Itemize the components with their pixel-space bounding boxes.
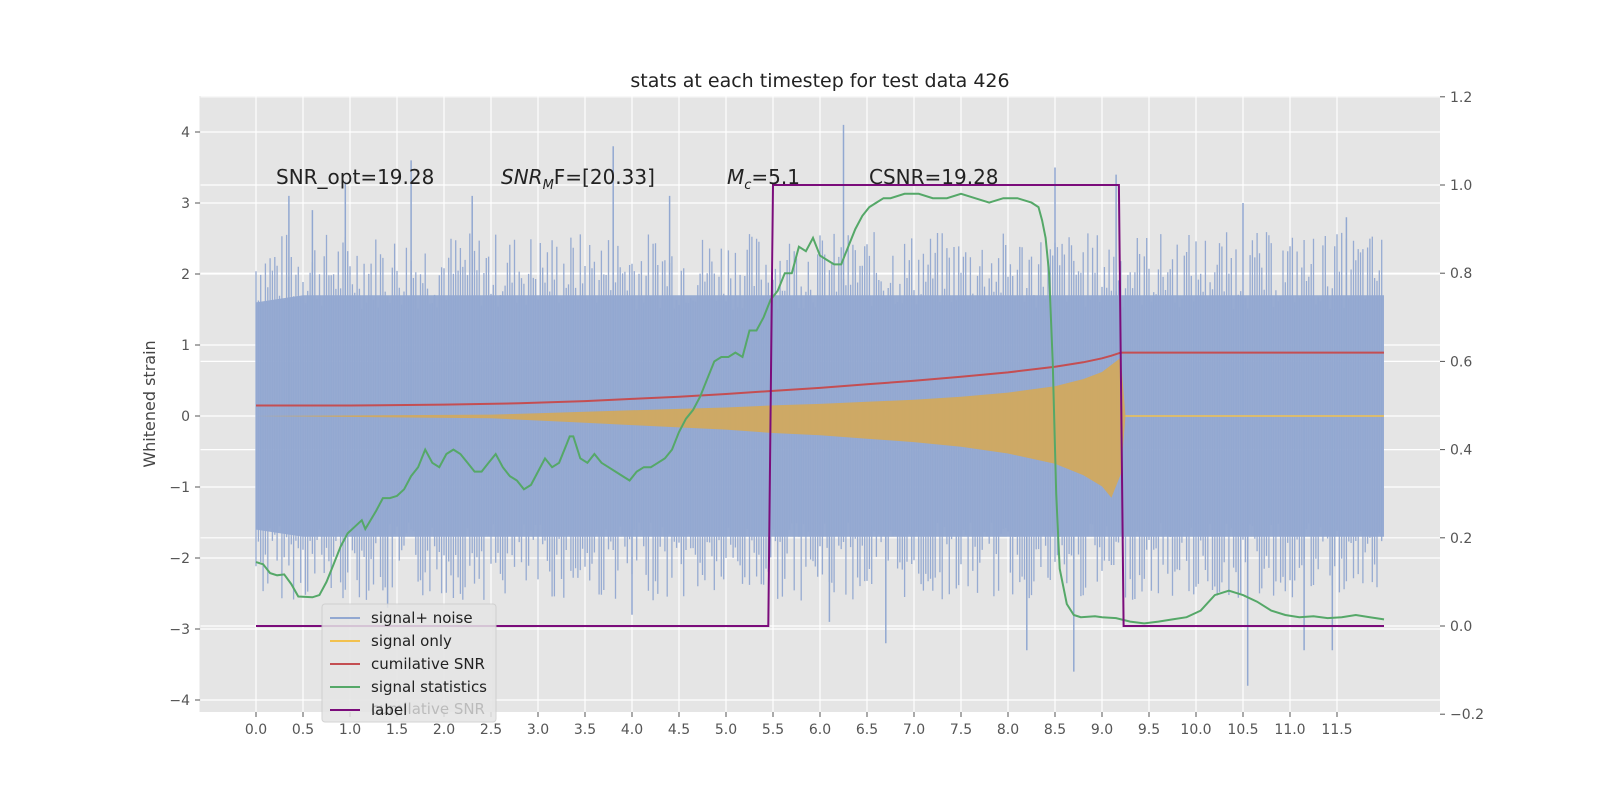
y-tick-label: −4 [169, 693, 190, 709]
y-tick-label: 3 [181, 196, 190, 212]
y-tick-label: 0 [181, 409, 190, 425]
x-tick-label: 5.5 [762, 722, 784, 738]
legend-ghost-label: cumilative SNR [371, 700, 485, 718]
x-tick-label: 6.5 [856, 722, 878, 738]
x-tick-label: 10.0 [1180, 722, 1211, 738]
x-tick-label: 9.5 [1138, 722, 1160, 738]
y2-tick-label: 1.0 [1450, 178, 1472, 194]
legend-label: signal+ noise [371, 609, 473, 627]
x-tick-label: 8.0 [997, 722, 1019, 738]
series-signal-statistics [255, 192, 1385, 625]
y2-tick-label: 0.4 [1450, 443, 1472, 459]
annotation-text: SNRMF=[20.33] [501, 165, 655, 193]
y-tick-label: 2 [181, 267, 190, 283]
y-tick-label: 1 [181, 338, 190, 354]
annotation-text: Mc=5.1 [727, 165, 800, 193]
x-tick-label: 7.5 [950, 722, 972, 738]
x-tick-label: 7.0 [903, 722, 925, 738]
legend-label: cumilative SNR [371, 655, 485, 673]
y-tick-label: −1 [169, 480, 190, 496]
y-tick-label: −2 [169, 551, 190, 567]
x-tick-label: 5.0 [715, 722, 737, 738]
x-tick-label: 3.5 [574, 722, 596, 738]
legend: cumilative SNR signal+ noise signal only cu… [321, 603, 497, 723]
x-tick-label: 2.5 [480, 722, 502, 738]
x-axis: 0.0 0.5 1.0 1.5 2.0 2.5 3.0 3.5 4.0 4.5 5.0 5.5 6.0 6… [245, 712, 1353, 738]
y2-tick-label: 1.2 [1450, 90, 1472, 106]
y-tick-label: −3 [169, 622, 190, 638]
legend-label: label [371, 701, 407, 719]
x-tick-label: 9.0 [1091, 722, 1113, 738]
chart-title: stats at each timestep for test data 426 [630, 70, 1009, 92]
x-tick-label: 2.0 [433, 722, 455, 738]
y2-tick-label: 0.8 [1450, 266, 1472, 282]
x-tick-label: 10.5 [1227, 722, 1258, 738]
annotations: SNR_opt=19.28 SNRMF=[20.33] Mc=5.1 CSNR=19.… [276, 165, 999, 193]
series-cumulative-snr [256, 351, 1384, 407]
annotation-text: CSNR=19.28 [869, 165, 999, 189]
x-tick-label: 6.0 [809, 722, 831, 738]
series-signal-only-fill [256, 357, 1384, 498]
y2-tick-label: −0.2 [1450, 707, 1484, 723]
x-tick-label: 11.0 [1274, 722, 1305, 738]
data-layer [199, 96, 1385, 712]
x-tick-label: 11.5 [1321, 722, 1352, 738]
y-tick-label: 4 [181, 125, 190, 141]
x-tick-label: 4.5 [668, 722, 690, 738]
x-tick-label: 1.0 [339, 722, 361, 738]
x-tick-label: 0.0 [245, 722, 267, 738]
legend-box [321, 603, 497, 723]
y-axis-right: −0.2 0.0 0.2 0.4 0.6 0.8 1.0 1.2 [1440, 90, 1484, 723]
x-tick-label: 0.5 [292, 722, 314, 738]
x-tick-label: 3.0 [527, 722, 549, 738]
y-axis-left: −4 −3 −2 −1 0 1 2 3 4 [169, 125, 200, 709]
annotation-text: SNR_opt=19.28 [276, 165, 434, 189]
x-tick-label: 4.0 [621, 722, 643, 738]
y2-tick-label: 0.2 [1450, 531, 1472, 547]
y2-tick-label: 0.6 [1450, 354, 1472, 370]
y-axis-label: Whitened strain [140, 340, 159, 467]
x-tick-label: 1.5 [386, 722, 408, 738]
legend-label: signal only [371, 632, 452, 650]
y2-tick-label: 0.0 [1450, 619, 1472, 635]
x-tick-label: 8.5 [1044, 722, 1066, 738]
legend-label: signal statistics [371, 678, 487, 696]
series-label [256, 184, 1384, 627]
